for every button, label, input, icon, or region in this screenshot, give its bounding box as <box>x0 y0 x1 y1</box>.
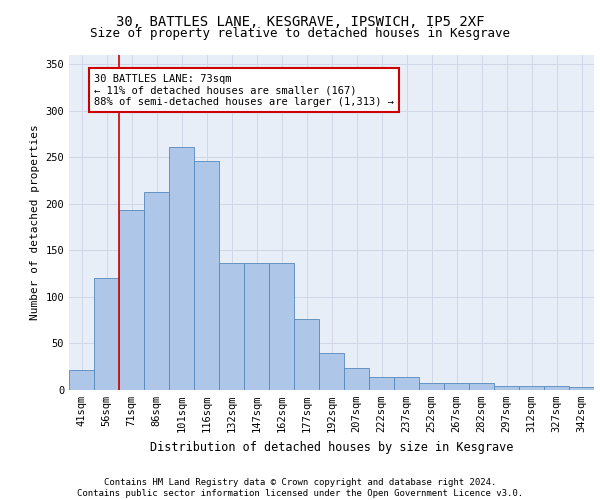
Bar <box>519 386 544 390</box>
Text: 30, BATTLES LANE, KESGRAVE, IPSWICH, IP5 2XF: 30, BATTLES LANE, KESGRAVE, IPSWICH, IP5… <box>116 15 484 29</box>
Bar <box>344 368 369 390</box>
Bar <box>494 386 519 390</box>
Text: 30 BATTLES LANE: 73sqm
← 11% of detached houses are smaller (167)
88% of semi-de: 30 BATTLES LANE: 73sqm ← 11% of detached… <box>94 74 394 107</box>
Bar <box>569 387 594 390</box>
Bar <box>444 384 469 390</box>
Bar <box>369 377 394 390</box>
X-axis label: Distribution of detached houses by size in Kesgrave: Distribution of detached houses by size … <box>150 440 513 454</box>
Bar <box>144 192 169 390</box>
Bar <box>269 264 294 390</box>
Bar <box>294 320 319 390</box>
Bar <box>69 370 94 390</box>
Bar <box>469 384 494 390</box>
Text: Size of property relative to detached houses in Kesgrave: Size of property relative to detached ho… <box>90 28 510 40</box>
Text: Contains HM Land Registry data © Crown copyright and database right 2024.
Contai: Contains HM Land Registry data © Crown c… <box>77 478 523 498</box>
Bar <box>194 161 219 390</box>
Bar <box>544 386 569 390</box>
Bar <box>244 264 269 390</box>
Bar <box>319 353 344 390</box>
Bar <box>394 377 419 390</box>
Bar <box>419 382 444 390</box>
Bar <box>94 278 119 390</box>
Y-axis label: Number of detached properties: Number of detached properties <box>30 124 40 320</box>
Bar <box>219 264 244 390</box>
Bar <box>169 147 194 390</box>
Bar <box>119 210 144 390</box>
